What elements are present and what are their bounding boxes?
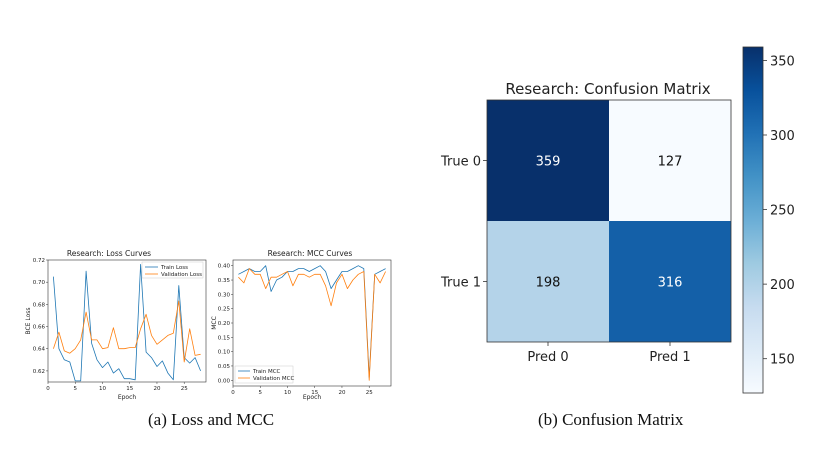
mcc-ylabel: MCC	[211, 316, 218, 330]
mcc-ytick-label: 0.00	[218, 378, 231, 384]
cm-cells: 359 127 198 316	[486, 99, 732, 343]
loss-ytick-label: 0.62	[33, 369, 45, 375]
cm-cell-value: 316	[658, 276, 683, 291]
cm-cell-value: 198	[536, 276, 561, 291]
cm-title: Research: Confusion Matrix	[505, 80, 710, 98]
mcc-xlabel: Epoch	[303, 394, 322, 401]
cm-cell-value: 127	[658, 155, 683, 170]
loss-chart-title: Research: Loss Curves	[67, 249, 151, 258]
loss-ytick-label: 0.66	[33, 325, 46, 331]
mcc-legend-box	[234, 365, 294, 384]
mcc-ytick-label: 0.35	[218, 278, 231, 284]
caption-b: (b) Confusion Matrix	[538, 410, 684, 429]
cm-cell	[487, 100, 609, 221]
loss-xtick-label: 20	[153, 386, 160, 392]
mcc-xtick-label: 10	[284, 390, 291, 396]
mcc-ytick-label: 0.05	[218, 364, 231, 370]
loss-ylabel: BCE Loss	[25, 307, 32, 334]
mcc-legend-train-label: Train MCC	[252, 369, 281, 375]
mcc-ytick-label: 0.20	[218, 321, 231, 327]
colorbar-tick-label: 250	[770, 204, 795, 219]
cm-row-label: True 0	[440, 155, 481, 170]
colorbar-tick-label: 350	[770, 54, 795, 69]
mcc-legend: Train MCC Validation MCC	[234, 365, 294, 384]
cm-col-label: Pred 1	[649, 350, 690, 365]
mcc-legend-val-label: Validation MCC	[253, 376, 294, 382]
loss-xtick-label: 10	[99, 386, 106, 392]
mcc-chart-title: Research: MCC Curves	[268, 249, 353, 258]
mcc-xtick-label: 25	[366, 390, 373, 396]
loss-plot-frame	[47, 259, 207, 383]
mcc-series-lines	[238, 265, 386, 381]
mcc-series-1-line	[238, 268, 386, 381]
mcc-ytick-label: 0.40	[218, 264, 231, 270]
loss-series-1-line	[53, 300, 201, 363]
cm-frame	[486, 99, 732, 343]
colorbar-tick-label: 200	[770, 278, 795, 293]
mcc-ticks: 0 5 10 15 20 25 0.00 0.05 0.10 0.15 0.20 0.25 0.30 0.…	[218, 264, 373, 396]
cm-cell	[609, 100, 731, 221]
colorbar-ticks: 150 200 250 300 350	[763, 54, 795, 368]
cm-cell-value: 359	[536, 155, 561, 170]
mcc-ytick-label: 0.10	[218, 350, 231, 356]
mcc-curves-chart: Research: MCC Curves 0 5 10 15 20 250.000.050…	[211, 249, 392, 401]
caption-a: (a) Loss and MCC	[148, 410, 275, 429]
colorbar-tick-label: 300	[770, 129, 795, 144]
cm-col-label: Pred 0	[527, 350, 568, 365]
loss-curves-chart: Research: Loss Curves 0 5 10 15 20 25 0.62 0.64…	[25, 249, 207, 401]
mcc-series-0-line	[238, 265, 386, 378]
cm-cell	[609, 221, 731, 342]
cm-cell	[487, 221, 609, 342]
loss-series-lines	[53, 263, 201, 382]
loss-legend-train-label: Train Loss	[160, 265, 188, 271]
loss-xtick-label: 5	[73, 386, 77, 392]
mcc-ytick-label: 0.30	[218, 292, 231, 298]
loss-ytick-label: 0.70	[33, 280, 46, 286]
loss-legend-val-label: Validation Loss	[161, 272, 202, 278]
colorbar-tick-label: 150	[770, 353, 795, 368]
mcc-xtick-label: 5	[258, 390, 262, 396]
mcc-xtick-label: 20	[338, 390, 345, 396]
cm-row-label: True 1	[440, 276, 481, 291]
loss-ticks: 0 5 10 15 20 25 0.62 0.64 0.66 0.68 0.70 0.72	[33, 258, 188, 392]
loss-xtick-label: 15	[126, 386, 133, 392]
mcc-xtick-label: 15	[311, 390, 318, 396]
loss-xlabel: Epoch	[118, 394, 137, 401]
loss-series-0-line	[53, 263, 201, 382]
loss-ytick-label: 0.68	[33, 302, 46, 308]
loss-ytick-label: 0.64	[33, 347, 46, 353]
loss-xtick-label: 0	[46, 386, 50, 392]
loss-ytick-label: 0.72	[33, 258, 45, 264]
mcc-xtick-label: 0	[231, 390, 235, 396]
loss-legend: Train Loss Validation Loss	[141, 261, 204, 279]
mcc-ytick-label: 0.25	[218, 307, 231, 313]
colorbar	[742, 46, 764, 394]
cm-axis-labels: True 0 True 1 Pred 0 Pred 1	[440, 155, 691, 366]
loss-xtick-label: 25	[181, 386, 188, 392]
mcc-ytick-label: 0.15	[218, 335, 231, 341]
